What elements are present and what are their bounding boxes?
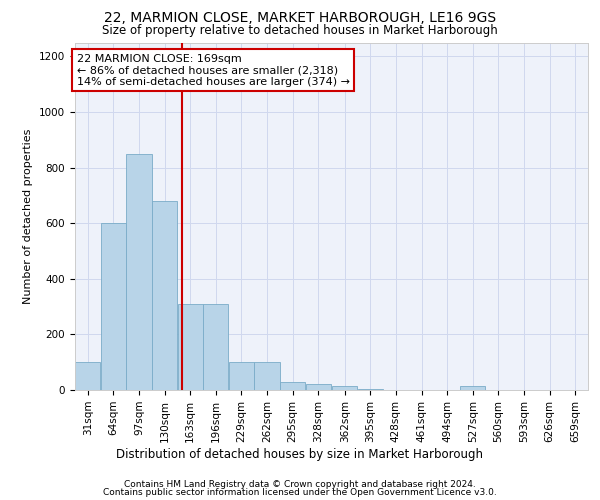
Text: Contains public sector information licensed under the Open Government Licence v3: Contains public sector information licen… — [103, 488, 497, 497]
Bar — [305, 384, 331, 390]
Text: Contains HM Land Registry data © Crown copyright and database right 2024.: Contains HM Land Registry data © Crown c… — [124, 480, 476, 489]
Bar — [178, 304, 203, 390]
Text: Distribution of detached houses by size in Market Harborough: Distribution of detached houses by size … — [116, 448, 484, 461]
Bar — [203, 304, 229, 390]
Bar — [254, 362, 280, 390]
Bar — [280, 382, 305, 390]
Bar — [127, 154, 152, 390]
Bar — [101, 223, 126, 390]
Bar — [229, 362, 254, 390]
Bar — [152, 201, 177, 390]
Bar — [332, 386, 358, 390]
Y-axis label: Number of detached properties: Number of detached properties — [23, 128, 34, 304]
Text: Size of property relative to detached houses in Market Harborough: Size of property relative to detached ho… — [102, 24, 498, 37]
Bar — [358, 388, 383, 390]
Bar — [75, 362, 100, 390]
Text: 22 MARMION CLOSE: 169sqm
← 86% of detached houses are smaller (2,318)
14% of sem: 22 MARMION CLOSE: 169sqm ← 86% of detach… — [77, 54, 350, 87]
Text: 22, MARMION CLOSE, MARKET HARBOROUGH, LE16 9GS: 22, MARMION CLOSE, MARKET HARBOROUGH, LE… — [104, 11, 496, 25]
Bar — [460, 386, 485, 390]
